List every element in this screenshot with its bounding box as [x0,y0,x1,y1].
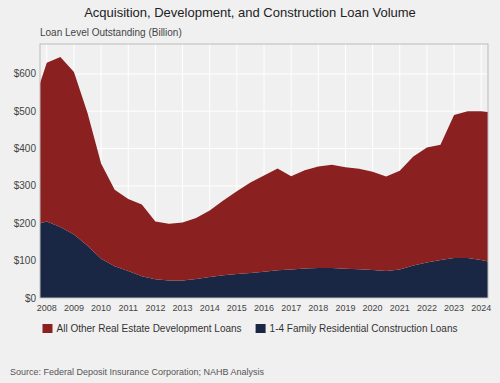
x-tick-label: 2010 [91,303,111,313]
y-tick-label: $300 [14,180,37,191]
chart: Acquisition, Development, and Constructi… [0,0,500,383]
x-tick-label: 2015 [227,303,247,313]
y-tick-label: $500 [14,106,37,117]
plot-frame [40,44,488,298]
x-tick-label: 2012 [145,303,165,313]
x-tick-label: 2021 [390,303,410,313]
x-tick-label: 2022 [417,303,437,313]
y-tick-label: $0 [25,293,37,304]
source-note: Source: Federal Deposit Insurance Corpor… [10,367,265,377]
y-axis-label: Loan Level Outstanding (Billion) [40,27,182,38]
legend-item: 1-4 Family Residential Construction Loan… [256,323,458,334]
x-tick-label: 2023 [444,303,464,313]
x-tick-label: 2017 [281,303,301,313]
x-tick-label: 2024 [471,303,491,313]
x-tick-label: 2011 [119,303,138,313]
legend: All Other Real Estate Development Loans 1… [43,323,458,334]
x-tick-label: 2009 [64,303,84,313]
legend-label: All Other Real Estate Development Loans [57,323,242,334]
legend-item: All Other Real Estate Development Loans [43,323,242,334]
x-tick-label: 2016 [254,303,274,313]
legend-swatch [256,324,266,333]
x-tick-label: 2018 [308,303,328,313]
grid [40,44,488,298]
y-tick-label: $100 [14,255,37,266]
x-tick-label: 2013 [173,303,193,313]
y-tick-label: $200 [14,218,37,229]
title: Acquisition, Development, and Constructi… [84,5,416,20]
y-tick-label: $600 [14,68,37,79]
legend-swatch [43,324,53,333]
x-tick-label: 2014 [200,303,220,313]
x-tick-label: 2019 [335,303,355,313]
background [0,0,500,383]
legend-label: 1-4 Family Residential Construction Loan… [270,323,458,334]
x-tick-label: 2008 [37,303,57,313]
x-tick-label: 2020 [363,303,383,313]
y-tick-label: $400 [14,143,37,154]
plot-area [40,57,488,298]
area [40,57,488,280]
